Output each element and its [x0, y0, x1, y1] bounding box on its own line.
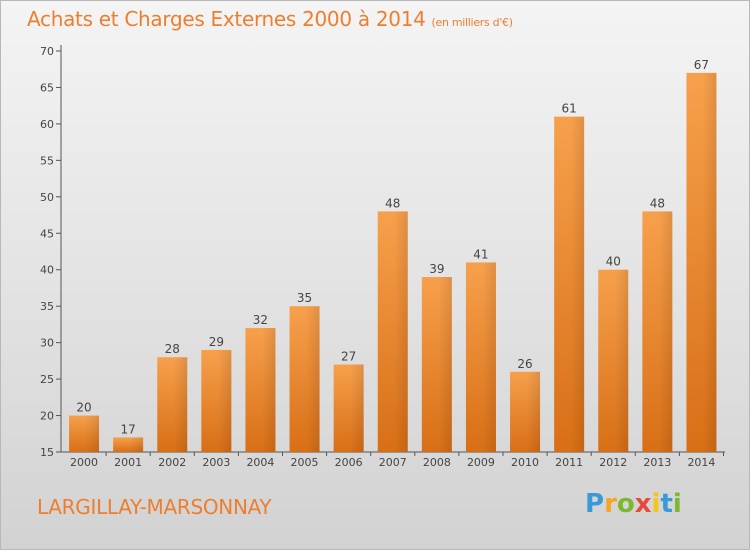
data-label: 61: [562, 102, 577, 116]
bar-shade: [614, 269, 629, 452]
y-tick-label: 55: [40, 154, 54, 167]
bar-shade: [482, 262, 496, 452]
y-tick-label: 40: [40, 264, 54, 277]
x-tick-label: 2008: [423, 456, 451, 469]
data-label: 27: [341, 350, 356, 364]
x-tick-label: 2005: [291, 456, 319, 469]
x-tick-label: 2010: [511, 456, 539, 469]
data-label: 40: [606, 255, 621, 269]
logo-letter: t: [660, 489, 673, 519]
bar-shade: [129, 437, 144, 452]
x-tick-label: 2014: [687, 456, 715, 469]
bar-shade: [85, 415, 100, 452]
chart-title: Achats et Charges Externes 2000 à 2014 (e…: [27, 7, 513, 31]
x-tick-label: 2004: [246, 456, 274, 469]
x-tick-label: 2003: [202, 456, 230, 469]
data-label: 48: [650, 196, 665, 210]
place-name: LARGILLAY-MARSONNAY: [37, 495, 272, 519]
data-label: 41: [473, 247, 488, 261]
logo-letter: P: [585, 489, 605, 519]
bar-shade: [261, 328, 276, 452]
x-tick-label: 2006: [335, 456, 363, 469]
y-tick-label: 15: [40, 446, 54, 459]
x-tick-label: 2013: [643, 456, 671, 469]
y-tick-label: 50: [40, 191, 54, 204]
bar-shade: [702, 72, 717, 452]
x-tick-label: 2011: [555, 456, 583, 469]
y-tick-label: 30: [40, 337, 54, 350]
y-axis: 15 20 25 30 35 40 45 50 55 60 65 70: [40, 45, 62, 459]
y-tick-label: 25: [40, 373, 54, 386]
bar-shade: [394, 211, 408, 452]
logo-letter: x: [634, 489, 652, 519]
y-tick-label: 20: [40, 410, 54, 423]
logo-letter: r: [604, 489, 617, 519]
x-tick-label: 2000: [70, 456, 98, 469]
bar-shade: [658, 211, 673, 452]
x-tick-label: 2007: [379, 456, 407, 469]
y-tick-label: 60: [40, 118, 54, 131]
data-label: 39: [429, 262, 444, 276]
bar-shade: [526, 371, 541, 452]
data-label: 20: [76, 401, 91, 415]
data-label: 67: [694, 58, 709, 72]
y-tick-label: 70: [40, 45, 54, 58]
data-label: 26: [517, 357, 532, 371]
chart-title-text: Achats et Charges Externes 2000 à 2014: [27, 7, 426, 31]
data-label: 28: [165, 342, 180, 356]
bar-shade: [217, 349, 232, 452]
y-tick-label: 35: [40, 300, 54, 313]
logo-letter: o: [616, 489, 635, 519]
x-tick-label: 2009: [467, 456, 495, 469]
logo-letter: i: [651, 489, 661, 519]
logo-letter: i: [672, 489, 682, 519]
bar-shade: [350, 364, 364, 452]
bar-shade: [306, 306, 320, 452]
bar-shade: [173, 357, 188, 452]
data-label: 17: [121, 422, 136, 436]
x-axis: 2000 2001 2002 2003 2004 2005 2006 2007 2008 2009…: [61, 451, 725, 469]
bars: 20 17 28 29 32 35 27 48 39 41 26 61 40 48 67: [69, 58, 717, 453]
y-tick-label: 45: [40, 227, 54, 240]
data-label: 32: [253, 313, 268, 327]
bar-shade: [570, 116, 585, 453]
proxiti-logo: Proxiti: [585, 489, 682, 519]
x-tick-label: 2001: [114, 456, 142, 469]
y-tick-label: 65: [40, 81, 54, 94]
chart-subtitle: (en milliers d'€): [431, 16, 513, 29]
data-label: 35: [297, 291, 312, 305]
data-label: 48: [385, 196, 400, 210]
x-tick-label: 2012: [599, 456, 627, 469]
bar-shade: [438, 277, 452, 452]
x-tick-label: 2002: [158, 456, 186, 469]
data-label: 29: [209, 335, 224, 349]
